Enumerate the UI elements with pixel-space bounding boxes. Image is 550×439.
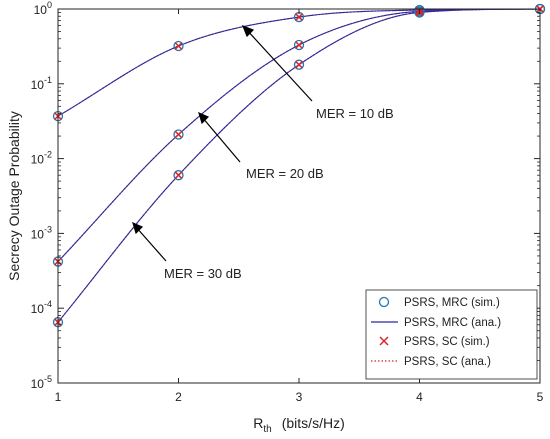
arrowhead-mer-30	[132, 221, 144, 235]
x-axis: 1 2 3 4 5	[55, 9, 544, 404]
y-tick-label-base: 10	[31, 153, 45, 167]
y-tick-label-base: 10	[31, 377, 45, 391]
sc-sim-marker	[174, 171, 183, 180]
sc-sim-marker	[294, 40, 304, 50]
x-tick-label: 4	[416, 390, 423, 404]
arrow-mer-30	[135, 226, 167, 262]
legend-label-sc-sim: PSRS, SC (sim.)	[404, 336, 490, 348]
y-tick-label: 10-1	[31, 75, 52, 92]
legend-symbol-sc-sim	[379, 336, 389, 346]
y-tick-label: 10-4	[31, 299, 52, 316]
y-tick-label-exponent: 0	[47, 0, 52, 10]
mrc-sim-marker	[173, 129, 184, 140]
y-axis-title: Secrecy Outage Probability	[6, 111, 22, 281]
sc-sim-marker	[294, 13, 304, 22]
y-tick-label: 10-3	[31, 224, 52, 241]
legend-label-sc-ana: PSRS, SC (ana.)	[404, 356, 491, 368]
y-tick-label: 100	[34, 0, 52, 17]
annotation-mer-30: MER = 30 dB	[164, 266, 242, 281]
y-tick-label-base: 10	[31, 302, 45, 316]
legend-label-mrc-ana: PSRS, MRC (ana.)	[404, 317, 501, 329]
y-tick-label-exponent: -4	[44, 299, 52, 309]
legend-symbol-mrc-sim	[378, 296, 390, 308]
arrow-mer-20	[201, 116, 241, 163]
y-tick-label: 10-2	[31, 150, 52, 167]
y-tick-label-exponent: -2	[44, 150, 52, 160]
sc-sim-marker	[174, 130, 183, 139]
x-axis-title-units: (bits/s/Hz)	[282, 415, 345, 431]
x-tick-label: 5	[537, 390, 544, 404]
mrc-sim-marker	[173, 40, 184, 52]
x-axis-title-main: R	[253, 415, 263, 431]
mrc-sim-marker	[173, 170, 184, 181]
y-tick-label-exponent: -1	[44, 75, 52, 85]
legend-box	[365, 289, 538, 380]
x-tick-label: 1	[55, 390, 62, 404]
sc-sim-marker	[294, 60, 304, 69]
y-tick-label-base: 10	[31, 78, 45, 92]
annotation-arrows	[132, 24, 313, 262]
y-tick-label-base: 10	[31, 227, 45, 241]
x-axis-title: Rth (bits/s/Hz)	[253, 415, 344, 435]
x-tick-label: 2	[175, 390, 182, 404]
y-tick-label: 10-5	[31, 374, 52, 391]
annotation-mer-10: MER = 10 dB	[316, 106, 394, 121]
arrowhead-mer-20	[198, 111, 210, 125]
mrc-sim-marker	[414, 7, 425, 18]
arrow-mer-10	[245, 28, 313, 102]
x-axis-title-subscript: th	[263, 424, 271, 435]
y-tick-label-base: 10	[34, 3, 48, 17]
arrowhead-mer-10	[241, 24, 255, 38]
mrc-sim-marker	[293, 39, 305, 51]
y-tick-label-exponent: -5	[44, 374, 52, 384]
legend-label-mrc-sim: PSRS, MRC (sim.)	[404, 297, 500, 309]
legend: PSRS, MRC (sim.) PSRS, MRC (ana.) PSRS, …	[365, 289, 538, 380]
annotation-mer-20: MER = 20 dB	[246, 166, 324, 181]
sc-sim-marker	[174, 41, 183, 51]
x-tick-label: 3	[296, 390, 303, 404]
y-tick-label-exponent: -3	[44, 224, 52, 234]
mrc-sim-marker	[293, 59, 305, 70]
